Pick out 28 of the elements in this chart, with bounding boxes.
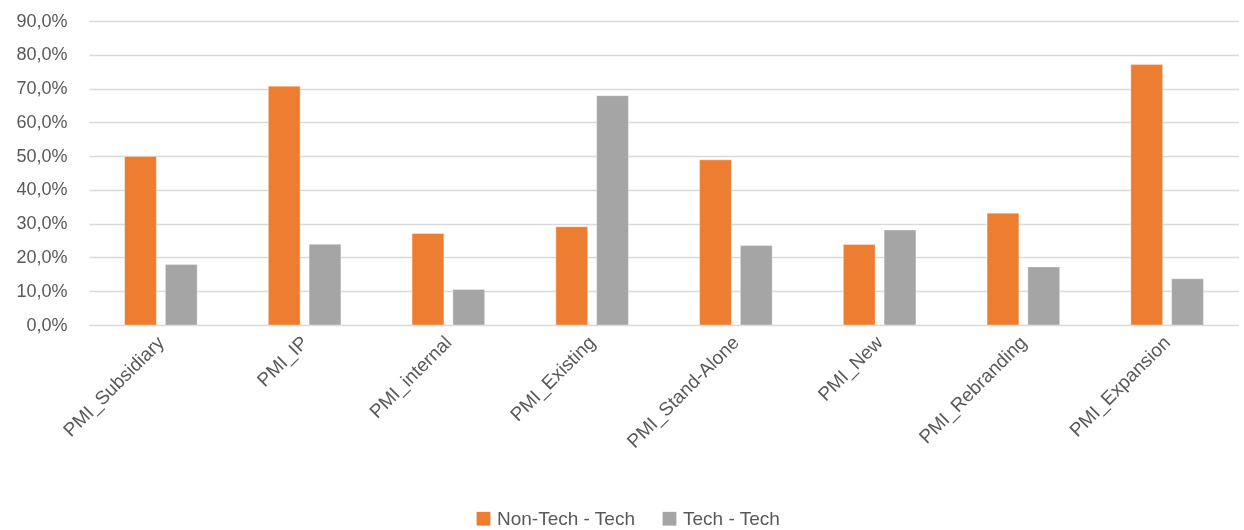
bar <box>268 85 301 326</box>
legend-label: Tech - Tech <box>683 507 780 529</box>
y-tick-label: 60,0% <box>16 111 68 132</box>
bar <box>986 212 1020 326</box>
y-tick-label: 80,0% <box>16 44 68 65</box>
bar <box>452 289 485 326</box>
bar <box>1130 64 1163 326</box>
bar <box>699 159 732 326</box>
bar <box>1171 278 1204 326</box>
y-tick-label: 20,0% <box>16 246 68 267</box>
y-tick-label: 70,0% <box>16 78 68 99</box>
bar <box>1027 266 1060 326</box>
bar <box>843 244 876 326</box>
y-tick-label: 90,0% <box>16 10 68 31</box>
bar <box>740 245 773 326</box>
bar <box>124 156 157 326</box>
bar <box>555 226 588 326</box>
y-tick-label: 30,0% <box>16 213 68 234</box>
y-tick-label: 40,0% <box>16 179 68 200</box>
bar <box>165 264 198 326</box>
y-tick-label: 50,0% <box>16 145 68 166</box>
y-tick-label: 10,0% <box>16 280 68 301</box>
bar <box>596 95 629 326</box>
legend-label: Non-Tech - Tech <box>497 507 635 529</box>
bar <box>308 243 342 326</box>
y-tick-label: 0,0% <box>26 314 68 335</box>
bar <box>411 233 445 326</box>
bar <box>883 229 917 326</box>
